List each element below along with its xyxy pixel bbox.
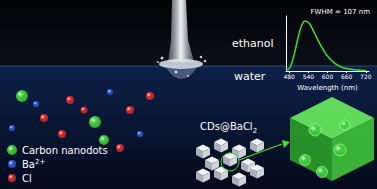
svg-text:FWHM = 107 nm: FWHM = 107 nm bbox=[311, 8, 371, 16]
svg-text:540: 540 bbox=[303, 73, 315, 80]
svg-text:Carbon nanodots: Carbon nanodots bbox=[22, 145, 108, 156]
svg-text:480: 480 bbox=[283, 73, 295, 80]
svg-text:CDs@BaCl2: CDs@BaCl2 bbox=[200, 121, 257, 135]
svg-text:Cl: Cl bbox=[22, 173, 32, 184]
svg-text:720: 720 bbox=[360, 73, 372, 80]
svg-text:water: water bbox=[234, 70, 266, 83]
svg-text:600: 600 bbox=[322, 73, 334, 80]
svg-text:Wavelength (nm): Wavelength (nm) bbox=[297, 84, 358, 92]
svg-text:Ba2+: Ba2+ bbox=[22, 158, 45, 170]
svg-text:ethanol: ethanol bbox=[232, 37, 274, 50]
svg-text:660: 660 bbox=[341, 73, 353, 80]
